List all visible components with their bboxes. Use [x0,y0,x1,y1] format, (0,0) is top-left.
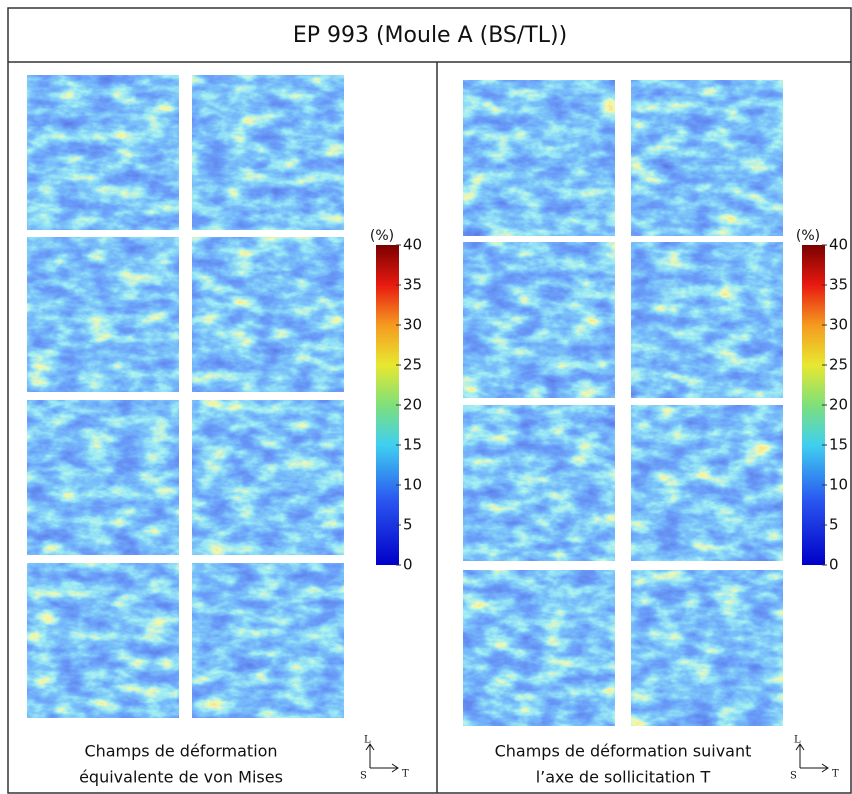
colorbar-tick-label: 35 [829,276,848,294]
colorbar-tick-label: 25 [829,356,848,374]
colorbar-tick-label: 0 [403,556,413,574]
strain-field-image [463,405,615,561]
colorbar-tick-label: 30 [829,316,848,334]
colorbar-tick-label: 15 [829,436,848,454]
colorbar-tick-label: 15 [403,436,422,454]
strain-field-image [192,75,344,230]
strain-field-image [463,80,615,236]
strain-field-image [192,237,344,392]
strain-field-image [463,570,615,726]
colorbar-tick-label: 40 [829,236,848,254]
colorbar-tick-label: 5 [403,516,413,534]
colorbar-tick-label: 30 [403,316,422,334]
strain-field-image [631,80,783,236]
axis-label-origin: S [790,771,797,782]
caption-line: l’axe de sollicitation T [536,768,711,787]
colorbar-unit: (%) [796,228,820,244]
colorbar-tick-label: 10 [829,476,848,494]
colorbar-tick-label: 20 [829,396,848,414]
axis-label-right: T [402,769,409,780]
strain-field-image [192,400,344,555]
colorbar [376,245,399,565]
colorbar-tick-label: 5 [829,516,839,534]
axis-label-up: L [794,735,801,746]
strain-field-image [27,400,179,555]
colorbar-tick-label: 25 [403,356,422,374]
colorbar-tick-label: 35 [403,276,422,294]
axis-label-right: T [832,769,839,780]
strain-field-image [27,563,179,718]
strain-field-image [631,570,783,726]
strain-field-image [192,563,344,718]
axis-arrows [365,743,399,773]
axis-arrows [795,743,829,773]
colorbar-tick-label: 0 [829,556,839,574]
strain-field-image [27,75,179,230]
colorbar-unit: (%) [370,228,394,244]
strain-field-image [631,242,783,398]
colorbar-tick-label: 10 [403,476,422,494]
colorbar [802,245,825,565]
axis-label-up: L [364,735,371,746]
caption-line: équivalente de von Mises [79,768,283,787]
figure-title: EP 993 (Moule A (BS/TL)) [293,23,567,48]
colorbar-tick-label: 20 [403,396,422,414]
caption-line: Champs de déformation suivant [495,742,752,761]
strain-field-image [27,237,179,392]
frame [7,7,852,794]
strain-field-image [463,242,615,398]
strain-field-image [631,405,783,561]
caption-line: Champs de déformation [84,742,277,761]
colorbar-tick-label: 40 [403,236,422,254]
axis-label-origin: S [360,771,367,782]
